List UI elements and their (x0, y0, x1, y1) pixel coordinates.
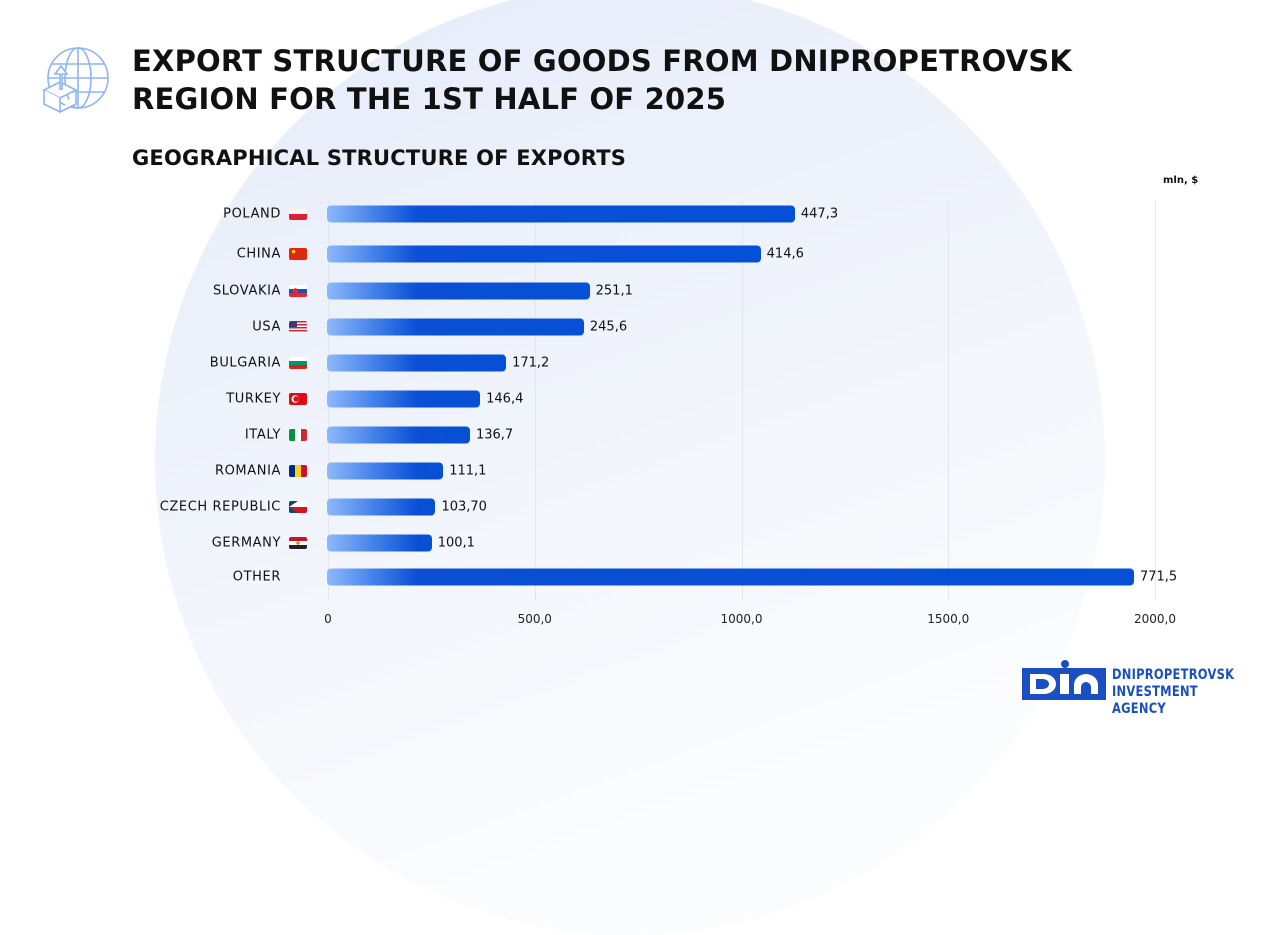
category-label: BULGARIA (209, 355, 281, 371)
category-label: USA (252, 319, 281, 335)
globe-export-box-icon (40, 46, 110, 120)
gridline (534, 200, 536, 600)
romania-flag-icon (289, 465, 307, 477)
bar (327, 568, 1134, 586)
data-label: 447,3 (800, 206, 839, 222)
dia-logo (1022, 660, 1106, 700)
page-title: EXPORT STRUCTURE OF GOODS FROM DNIPROPET… (132, 42, 1132, 118)
org-name-line-2: INVESTMENT AGENCY (1112, 684, 1198, 717)
x-tick-label: 500,0 (517, 612, 552, 626)
bar (327, 390, 481, 408)
category-label: ROMANIA (214, 463, 281, 479)
bar (327, 282, 590, 300)
category-label: CZECH REPUBLIC (159, 499, 281, 515)
gridline (948, 200, 950, 600)
gridline (741, 200, 743, 600)
category-label: ITALY (244, 427, 281, 443)
data-label: 171,2 (512, 355, 550, 371)
category-label: SLOVAKIA (212, 283, 281, 299)
org-name-line-1: DNIPROPETROVSK (1112, 667, 1235, 683)
data-label: 251,1 (595, 283, 633, 299)
bar (327, 245, 761, 263)
china-flag-icon (289, 248, 307, 260)
category-label: CHINA (236, 246, 281, 262)
data-label: 100,1 (437, 535, 475, 551)
x-tick-label: 1500,0 (927, 612, 970, 626)
bar (327, 205, 795, 223)
turkey-flag-icon (289, 393, 307, 405)
data-label: 245,6 (589, 319, 628, 335)
bar (327, 462, 444, 480)
data-label: 111,1 (449, 463, 487, 479)
usa-flag-icon (289, 321, 307, 333)
data-label: 136,7 (475, 427, 514, 443)
data-label: 771,5 (1139, 569, 1178, 585)
category-label: POLAND (223, 206, 281, 222)
bar (327, 318, 584, 336)
data-label: 414,6 (766, 246, 804, 262)
category-label: GERMANY (211, 535, 281, 551)
czech-flag-icon (289, 501, 307, 513)
org-name: DNIPROPETROVSK INVESTMENT AGENCY (1112, 667, 1250, 718)
bar (327, 426, 470, 444)
title-line-1: EXPORT STRUCTURE OF GOODS FROM DNIPROPET… (132, 44, 1073, 78)
gridline (1155, 200, 1156, 600)
poland-flag-icon (289, 208, 307, 220)
italy-flag-icon (289, 429, 307, 441)
category-label: OTHER (232, 569, 281, 585)
x-tick-label: 1000,0 (720, 612, 763, 626)
data-label: 103,70 (441, 499, 487, 515)
bulgaria-flag-icon (289, 357, 307, 369)
unit-label: mln, $ (1163, 175, 1199, 186)
egypt-style-flag-icon (289, 537, 307, 549)
slovakia-flag-icon (289, 285, 307, 297)
bar (327, 498, 436, 516)
bar (327, 534, 432, 552)
category-label: TURKEY (226, 391, 281, 407)
x-tick-label: 0 (324, 612, 332, 626)
data-label: 146,4 (486, 391, 524, 407)
title-line-2: REGION FOR THE 1ST HALF OF 2025 (132, 82, 727, 116)
chart-title: GEOGRAPHICAL STRUCTURE OF EXPORTS (132, 146, 627, 170)
bar (327, 354, 507, 372)
x-tick-label: 2000,0 (1134, 612, 1176, 626)
